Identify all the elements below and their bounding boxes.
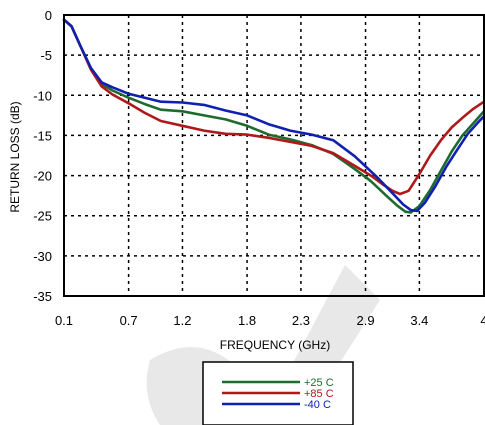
- legend-label: +85 C: [304, 388, 334, 400]
- x-axis-ticks: 0.1 0.7 1.2 1.8 2.3 2.9 3.4 4: [55, 313, 485, 328]
- y-tick-label: 0: [45, 8, 52, 23]
- x-axis-label: FREQUENCY (GHz): [220, 338, 330, 352]
- legend-label: -40 C: [304, 399, 331, 411]
- legend: +25 C+85 C-40 C: [202, 361, 354, 425]
- y-axis-ticks: 0 -5 -10 -15 -20 -25 -30 -35: [33, 8, 52, 304]
- series-line: [62, 18, 485, 196]
- grid-lines: [64, 15, 484, 296]
- y-tick-label: -5: [40, 48, 52, 63]
- series-layer: [62, 18, 485, 214]
- x-tick-label: 0.7: [120, 313, 138, 328]
- x-tick-label: 1.8: [238, 313, 256, 328]
- y-tick-label: -35: [33, 289, 52, 304]
- legend-items: +25 C+85 C-40 C: [222, 377, 334, 411]
- x-tick-label: 2.9: [356, 313, 374, 328]
- y-axis-label: RETURN LOSS (dB): [8, 101, 22, 212]
- plot-frame: [63, 14, 485, 297]
- x-tick-label: 4: [480, 313, 485, 328]
- y-tick-label: -25: [33, 209, 52, 224]
- x-tick-label: 3.4: [410, 313, 428, 328]
- x-tick-label: 2.3: [292, 313, 310, 328]
- series-line: [62, 18, 485, 213]
- x-tick-label: 1.2: [173, 313, 191, 328]
- y-tick-label: -10: [33, 88, 52, 103]
- x-tick-label: 0.1: [55, 313, 73, 328]
- series-line: [62, 18, 485, 214]
- legend-label: +25 C: [304, 377, 334, 389]
- y-tick-label: -15: [33, 128, 52, 143]
- y-tick-label: -20: [33, 169, 52, 184]
- y-tick-label: -30: [33, 249, 52, 264]
